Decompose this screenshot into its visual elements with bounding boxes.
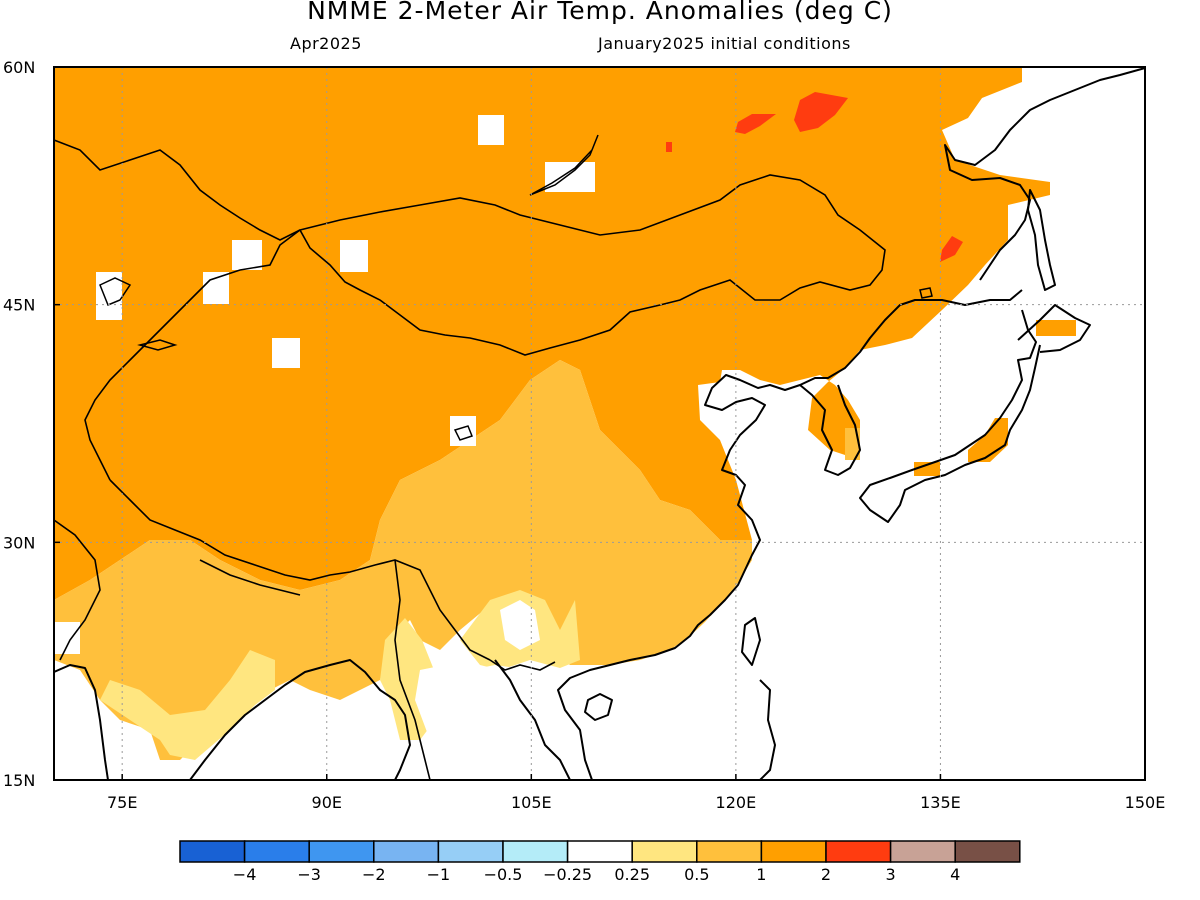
near-zero-region-south-china — [500, 600, 540, 650]
near-zero-cell — [478, 115, 504, 145]
border-nepal — [199, 559, 301, 596]
legend-label: 4 — [950, 865, 960, 884]
border-myanmar — [394, 559, 431, 780]
near-zero-region-indochina — [415, 560, 1145, 780]
anomaly-field — [54, 67, 1145, 780]
color-legend: −4 −3 −2 −1 −0.5 −0.25 0.25 0.5 1 2 3 4 — [179, 840, 1021, 884]
legend-swatch — [308, 840, 375, 863]
coastline-indochina — [494, 659, 571, 780]
coastline-india-east — [189, 659, 411, 780]
coastline-philippines — [759, 679, 776, 780]
initial-conditions: January2025 initial conditions — [598, 34, 851, 53]
legend-label: −0.5 — [484, 865, 523, 884]
lake-baikal — [529, 134, 599, 196]
axis-labels: 75E 90E 105E 120E 135E 150E 60N 45N 30N 15N — [3, 58, 1165, 812]
legend-label: 0.25 — [614, 865, 650, 884]
legend-swatch — [566, 840, 633, 863]
map-title: NMME 2-Meter Air Temp. Anomalies (deg C) — [307, 0, 893, 25]
legend-label: 0.5 — [684, 865, 709, 884]
lon-tick-label: 75E — [107, 793, 137, 812]
coastline-hainan — [584, 693, 613, 721]
near-zero-cell — [232, 240, 262, 270]
lake-qinghai — [453, 425, 473, 441]
legend-label: −2 — [362, 865, 386, 884]
legend-label: −0.25 — [543, 865, 592, 884]
legend-swatch — [243, 840, 310, 863]
lat-tick-label: 45N — [3, 296, 35, 315]
lakes — [99, 134, 933, 441]
coastline-japan — [859, 309, 1041, 523]
legend-swatch — [631, 840, 698, 863]
coastline-india-west — [54, 664, 109, 780]
coastline-china — [557, 289, 1023, 780]
legend-label: −4 — [233, 865, 257, 884]
legend-label: 1 — [756, 865, 766, 884]
coastlines — [54, 67, 1145, 780]
coastline-sakhalin — [1027, 189, 1056, 291]
legend-label: 2 — [821, 865, 831, 884]
graticule — [54, 67, 1145, 780]
legend-label: −1 — [427, 865, 451, 884]
border-india-pakistan — [54, 519, 101, 661]
lon-tick-label: 105E — [511, 793, 552, 812]
anomaly-region-1-2 — [54, 67, 1050, 600]
border-indochina — [489, 659, 556, 671]
lon-tick-label: 150E — [1125, 793, 1166, 812]
lon-tick-label: 135E — [920, 793, 961, 812]
legend-label: 3 — [886, 865, 896, 884]
anomaly-cell-1-2 — [1036, 320, 1076, 336]
coastline-taiwan — [741, 617, 761, 666]
near-zero-cell — [54, 622, 80, 654]
legend-swatch — [437, 840, 504, 863]
near-zero-region-india-sw — [54, 665, 110, 780]
legend-swatch — [760, 840, 827, 863]
border-china-west — [84, 229, 301, 481]
border-himalaya — [109, 479, 491, 661]
plot-frame — [53, 66, 1146, 781]
legend-swatch — [373, 840, 440, 863]
lake-balkhash — [99, 277, 132, 306]
lon-tick-label: 90E — [312, 793, 342, 812]
legend-swatch — [889, 840, 956, 863]
anomaly-region-2-3 — [940, 236, 963, 262]
coastline-korea — [799, 384, 861, 476]
border-russia-kazakhstan — [54, 139, 301, 241]
legend-swatch — [696, 840, 763, 863]
legend-swatch — [179, 840, 246, 863]
anomaly-cell-1-2 — [914, 462, 940, 476]
legend-swatch — [825, 840, 892, 863]
near-zero-cell — [545, 162, 595, 192]
coastline-hokkaido — [1017, 304, 1091, 353]
lat-tick-label: 15N — [3, 771, 35, 790]
near-zero-cell — [450, 416, 476, 446]
lake-issyk-kul — [137, 339, 178, 351]
lat-tick-label: 30N — [3, 533, 35, 552]
lake-khanka — [919, 287, 933, 299]
near-zero-cell — [272, 338, 300, 368]
anomaly-region-2-3 — [794, 92, 848, 132]
near-zero-cell — [340, 240, 368, 272]
lon-tick-label: 120E — [716, 793, 757, 812]
legend-label: −3 — [297, 865, 321, 884]
lat-tick-label: 60N — [3, 58, 35, 77]
forecast-month: Apr2025 — [290, 34, 362, 53]
coastline-russia-far-east — [944, 67, 1145, 281]
anomaly-region-0.25-0.5-india — [100, 650, 275, 760]
anomaly-region-1-2-japan — [968, 418, 1008, 462]
legend-swatch — [502, 840, 569, 863]
legend-swatch — [954, 840, 1021, 863]
border-mongolia — [298, 174, 886, 356]
country-borders — [54, 139, 886, 780]
anomaly-cell-2-3 — [666, 142, 672, 152]
anomaly-region-2-3 — [735, 114, 776, 134]
near-zero-cell — [203, 272, 229, 304]
